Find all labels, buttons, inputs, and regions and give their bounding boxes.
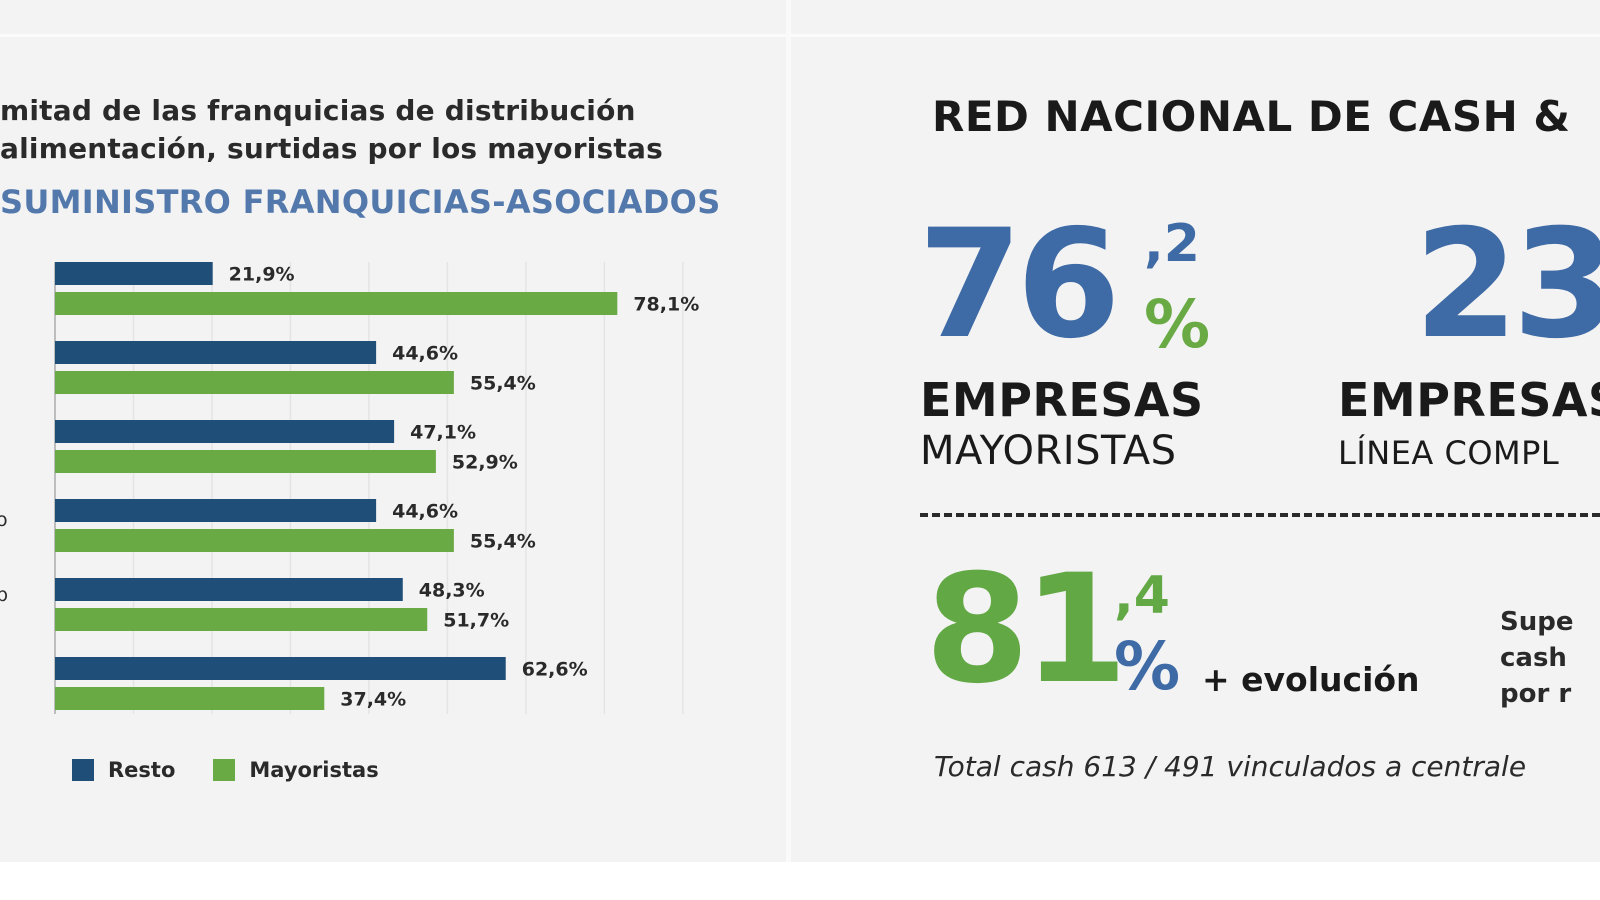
stat3-integer: 81: [925, 543, 1128, 717]
vertical-divider: [786, 0, 791, 862]
horizontal-divider: [0, 34, 1600, 37]
bar-resto-5: [55, 578, 403, 601]
side-note: Supe cash por r: [1500, 604, 1573, 712]
data-labels: 21,9% 78,1% 44,6% 55,4% 47,1% 52,9% 44,6% 55,4%…: [229, 264, 700, 711]
stat1-label-line2: MAYORISTAS: [920, 428, 1177, 474]
legend-swatch-mayoristas: [213, 759, 236, 781]
chart-legend: Resto Mayoristas: [72, 758, 379, 782]
side-note-line-3: por r: [1500, 679, 1572, 709]
stat3-suffix: + evolución: [1202, 660, 1420, 699]
data-label-resto-5: 48,3%: [419, 580, 485, 602]
bar-mayoristas-3: [55, 450, 436, 473]
data-label-mayoristas-1: 78,1%: [633, 294, 699, 316]
stat2-integer: 23: [1414, 198, 1600, 372]
side-note-line-2: cash: [1500, 643, 1567, 673]
legend-item-resto: Resto: [72, 758, 175, 782]
top-strip: [0, 0, 1600, 34]
bar-resto-4: [55, 499, 377, 522]
bar-mayoristas-2: [55, 371, 454, 394]
bar-mayoristas-5: [55, 608, 428, 631]
data-label-resto-2: 44,6%: [392, 343, 458, 365]
subtitle-line-1: mitad de las franquicias de distribución: [0, 94, 636, 127]
stat1-label-line1: EMPRESAS: [920, 373, 1204, 427]
bar-mayoristas-6: [55, 687, 325, 710]
dashed-separator: [920, 513, 1600, 517]
data-label-resto-4: 44,6%: [392, 501, 458, 523]
legend-label-mayoristas: Mayoristas: [249, 758, 379, 782]
stat1-integer: 76: [918, 198, 1121, 372]
category-label-fragment: o: [0, 509, 8, 531]
stat1-percent: %: [1144, 286, 1211, 363]
data-label-resto-3: 47,1%: [410, 422, 476, 444]
side-note-line-1: Supe: [1500, 607, 1574, 637]
bar-resto-1: [55, 262, 213, 285]
footnote: Total cash 613 / 491 vinculados a centra…: [934, 750, 1527, 783]
right-panel-title: RED NACIONAL DE CASH &: [932, 92, 1571, 141]
left-panel: [0, 37, 786, 862]
data-label-mayoristas-2: 55,4%: [470, 373, 536, 395]
bar-resto-6: [55, 657, 506, 680]
bars: [55, 262, 618, 710]
right-panel: [791, 37, 1600, 862]
stat2-label-line2: LÍNEA COMPL: [1338, 434, 1560, 472]
legend-label-resto: Resto: [108, 758, 176, 782]
stat2-label-line1: EMPRESAS: [1338, 373, 1600, 427]
bar-chart: 21,9% 78,1% 44,6% 55,4% 47,1% 52,9% 44,6% 55,4%…: [0, 262, 700, 714]
legend-swatch-resto: [72, 759, 94, 781]
category-fragments: ob: [0, 509, 8, 606]
bar-mayoristas-4: [55, 529, 454, 552]
bar-resto-2: [55, 341, 377, 364]
stat3-percent: %: [1114, 628, 1181, 705]
stat3-decimal: ,4: [1114, 566, 1170, 626]
data-label-mayoristas-3: 52,9%: [452, 452, 518, 474]
legend-item-mayoristas: Mayoristas: [213, 758, 379, 782]
gridlines: [54, 262, 684, 714]
chart-title: SUMINISTRO FRANQUICIAS-ASOCIADOS: [0, 183, 721, 221]
data-label-mayoristas-5: 51,7%: [443, 610, 509, 632]
data-label-resto-1: 21,9%: [229, 264, 295, 286]
chart-subtitle: mitad de las franquicias de distribución…: [0, 92, 663, 168]
subtitle-line-2: alimentación, surtidas por los mayorista…: [0, 132, 663, 165]
data-label-mayoristas-4: 55,4%: [470, 531, 536, 553]
bar-mayoristas-1: [55, 292, 618, 315]
data-label-resto-6: 62,6%: [522, 659, 588, 681]
bar-resto-3: [55, 420, 395, 443]
category-label-fragment: b: [0, 584, 8, 606]
stat1-decimal: ,2: [1144, 214, 1200, 274]
data-label-mayoristas-6: 37,4%: [340, 689, 406, 711]
